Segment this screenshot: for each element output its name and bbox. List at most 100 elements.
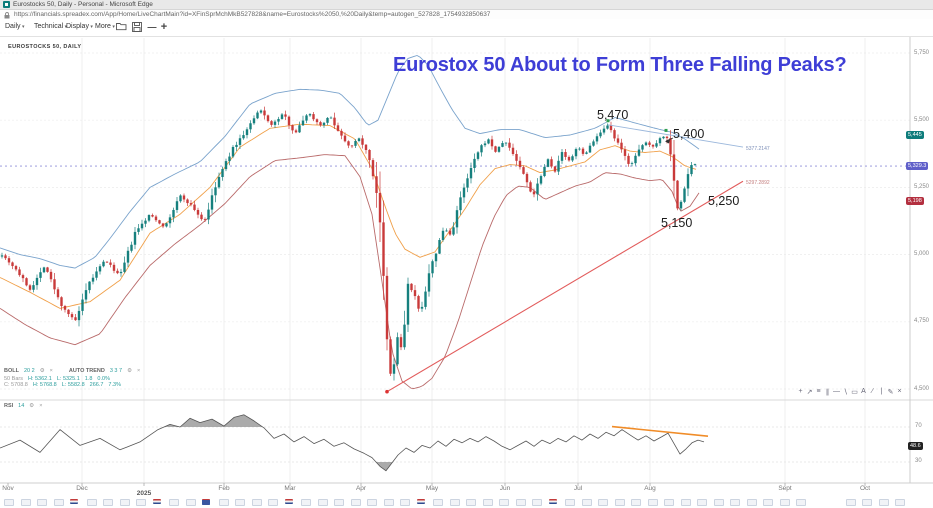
event-flag-icon[interactable] <box>185 499 196 506</box>
ohlc-stat-cell: 0.0% <box>97 375 110 382</box>
event-flag-icon[interactable] <box>878 499 889 506</box>
event-flag-icon[interactable] <box>301 499 311 506</box>
event-flag-icon[interactable] <box>70 499 78 504</box>
event-flag-icon[interactable] <box>152 499 161 504</box>
fib-retracement-icon[interactable]: ≡ <box>816 388 821 395</box>
rsi-indicator-label: RSI <box>4 403 14 409</box>
event-flag-icon[interactable] <box>614 499 625 506</box>
indicator-legend-row: BOLL 20 2 ⚙ × AUTO TREND 3 3 7 ⚙ × <box>4 368 140 374</box>
autotrend-settings-gear-icon[interactable]: ⚙ <box>127 368 132 374</box>
event-flag-icon[interactable] <box>845 499 856 506</box>
horizontal-line-icon[interactable]: — <box>833 388 840 395</box>
close-icon[interactable]: × <box>897 388 902 395</box>
event-flag-icon[interactable] <box>202 499 210 505</box>
event-flag-icon[interactable] <box>598 499 608 506</box>
event-flag-icon[interactable] <box>565 499 575 506</box>
event-flag-icon[interactable] <box>581 499 592 506</box>
event-flag-icon[interactable] <box>350 499 361 506</box>
event-flag-icon[interactable] <box>482 499 493 506</box>
symbol-label: EUROSTOCKS 50, DAILY <box>8 44 82 50</box>
event-flag-icon[interactable] <box>515 499 526 506</box>
lock-icon <box>4 11 10 18</box>
price-axis-label: 4,750 <box>914 318 930 325</box>
price-axis-label: 5,750 <box>914 49 930 56</box>
event-flag-icon[interactable] <box>466 499 476 506</box>
event-flag-icon[interactable] <box>251 499 262 506</box>
event-flag-icon[interactable] <box>37 499 47 506</box>
ohlc-stat-cell: L: 5582.8 <box>61 382 85 388</box>
rectangle-icon[interactable]: ▭ <box>851 389 858 396</box>
event-flag-icon[interactable] <box>433 499 443 506</box>
event-flag-icon[interactable] <box>136 499 146 506</box>
open-chart-icon[interactable] <box>115 22 127 33</box>
event-flag-icon[interactable] <box>400 499 410 506</box>
trendline-up-icon[interactable]: ∕ <box>871 388 874 395</box>
save-icon[interactable] <box>131 22 143 33</box>
event-flag-icon[interactable] <box>862 499 872 506</box>
menu-display[interactable]: Display <box>66 23 93 30</box>
trendline-down-icon[interactable]: ∖ <box>843 389 848 396</box>
time-axis-label: Aug <box>644 485 656 492</box>
event-flag-icon[interactable] <box>631 499 641 506</box>
event-flag-icon[interactable] <box>449 499 460 506</box>
arrow-icon[interactable]: ↗ <box>806 389 813 396</box>
event-flag-icon[interactable] <box>664 499 674 506</box>
ohlc-stat-cell: C: 5708.8 <box>4 382 28 388</box>
text-icon[interactable]: A <box>861 388 866 395</box>
price-axis-badge: 5,198 <box>906 197 924 206</box>
event-flag-icon[interactable] <box>103 499 113 506</box>
event-flag-icon[interactable] <box>697 499 707 506</box>
event-flag-icon[interactable] <box>20 499 31 506</box>
time-axis-label: Apr <box>355 485 367 492</box>
time-axis-label: Dec <box>76 485 88 492</box>
event-flag-icon[interactable] <box>763 499 773 506</box>
rsi-lower-bound-label: 30 <box>915 458 922 464</box>
time-axis-label: Nov <box>2 485 14 492</box>
event-flag-icon[interactable] <box>268 499 278 506</box>
zoom-in-icon[interactable]: + <box>160 21 168 33</box>
pencil-icon[interactable]: ✎ <box>887 389 894 396</box>
event-flag-icon[interactable] <box>334 499 344 506</box>
rsi-settings-gear-icon[interactable]: ⚙ <box>29 403 35 409</box>
event-flag-icon[interactable] <box>796 499 806 506</box>
event-flag-icon[interactable] <box>416 499 425 504</box>
menu-technical[interactable]: Technical <box>34 23 67 30</box>
price-axis-label: 5,500 <box>914 116 930 123</box>
event-flag-icon[interactable] <box>367 499 377 506</box>
event-flag-icon[interactable] <box>53 499 64 506</box>
vertical-line-icon[interactable]: | <box>880 388 883 395</box>
event-flag-icon[interactable] <box>532 499 542 506</box>
rsi-remove-icon[interactable]: × <box>39 403 43 409</box>
event-flag-icon[interactable] <box>383 499 394 506</box>
event-flag-icon[interactable] <box>680 499 691 506</box>
event-flag-icon[interactable] <box>730 499 740 506</box>
boll-remove-icon[interactable]: × <box>49 368 53 374</box>
event-flag-icon[interactable] <box>779 499 790 506</box>
event-flag-icon[interactable] <box>746 499 757 506</box>
event-flag-icon[interactable] <box>284 499 293 504</box>
boll-settings-gear-icon[interactable]: ⚙ <box>39 368 45 374</box>
event-flag-icon[interactable] <box>218 499 229 506</box>
zoom-out-icon[interactable]: — <box>147 22 157 32</box>
autotrend-remove-icon[interactable]: × <box>137 368 141 374</box>
menu-more[interactable]: More <box>95 23 115 30</box>
event-flag-icon[interactable] <box>499 499 509 506</box>
price-axis[interactable] <box>910 36 933 483</box>
event-flag-icon[interactable] <box>647 499 658 506</box>
event-flag-icon[interactable] <box>548 499 557 504</box>
event-flag-icon[interactable] <box>895 499 905 506</box>
crosshair-icon[interactable]: + <box>798 388 803 395</box>
event-flag-icon[interactable] <box>235 499 245 506</box>
channel-icon[interactable]: ∥ <box>825 389 830 396</box>
time-axis-label: Mar <box>284 485 296 492</box>
event-flag-icon[interactable] <box>317 499 328 506</box>
event-flag-icon[interactable] <box>119 499 130 506</box>
event-flag-icon[interactable] <box>169 499 179 506</box>
time-axis-year-label: 2025 <box>136 490 152 497</box>
event-flag-icon[interactable] <box>86 499 97 506</box>
event-flag-icon[interactable] <box>4 499 14 506</box>
menu-daily[interactable]: Daily <box>5 23 24 30</box>
event-flag-icon[interactable] <box>713 499 724 506</box>
